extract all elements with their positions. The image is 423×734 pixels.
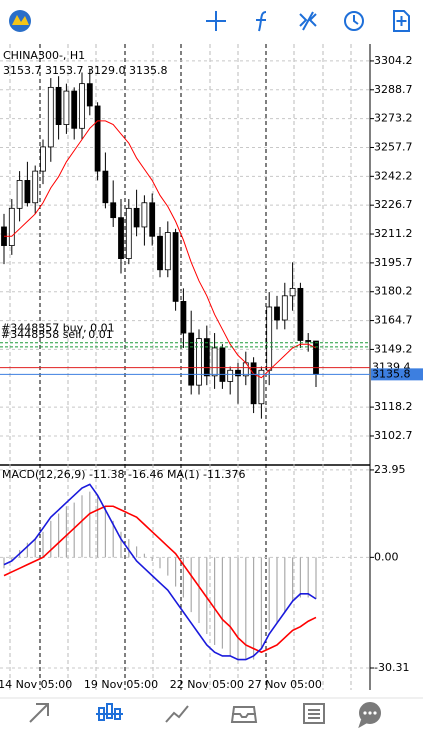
nav-chart[interactable]	[96, 703, 123, 721]
objects-button[interactable]	[299, 11, 317, 31]
candle-body	[32, 170, 39, 204]
bid-label: 3135.8	[372, 367, 411, 380]
candle-body	[24, 180, 31, 204]
candle-body	[63, 90, 70, 125]
order-label: #3448357 buy, 0.01	[1, 322, 115, 335]
y-tick-label: 3118.2	[374, 400, 413, 413]
candle-body	[188, 332, 195, 386]
candle-body	[196, 338, 202, 386]
candle-body	[164, 232, 171, 271]
y-tick-label: 3226.7	[374, 198, 413, 211]
candle-body	[102, 170, 109, 204]
ohlc-label: 3153.7 3153.7 3129.0 3135.8	[3, 64, 167, 77]
candle-body	[281, 295, 288, 321]
y-tick-label: 3149.2	[374, 342, 413, 355]
x-tick-label: 22 Nov 05:00	[170, 678, 244, 691]
y-tick-label: 23.95	[374, 463, 406, 476]
y-tick-label: -30.31	[374, 661, 409, 674]
timeframe-button[interactable]	[344, 11, 364, 31]
candle-body	[79, 83, 85, 129]
candle-body	[157, 235, 163, 271]
nav-trade[interactable]	[165, 705, 189, 723]
indicators-button[interactable]	[256, 11, 267, 32]
candle-body	[250, 362, 257, 405]
indicator-line	[4, 120, 317, 379]
candle-body	[203, 338, 210, 377]
candle-body	[180, 301, 187, 334]
nav-history[interactable]	[230, 706, 258, 723]
bid-tag	[371, 368, 423, 381]
candle-body	[110, 202, 117, 219]
candle-body	[94, 105, 101, 172]
y-tick-label: 3102.7	[374, 429, 413, 442]
x-tick-label: 14 Nov 05:00	[0, 678, 72, 691]
crosshair-button[interactable]	[206, 11, 226, 31]
candle-body	[71, 90, 78, 129]
nav-quotes[interactable]	[29, 703, 49, 723]
candle-body	[313, 340, 319, 375]
indicator-title: MACD(12,26,9) -11.38 -16.46 MA(1) -11.37…	[2, 468, 246, 481]
candle-body	[16, 180, 23, 209]
new-order-button[interactable]	[393, 10, 410, 32]
candle-body	[86, 83, 93, 107]
y-tick-label: 3180.2	[374, 285, 413, 298]
y-tick-label: 3211.2	[374, 227, 413, 240]
candle-body	[40, 146, 46, 172]
indicator-line	[3, 483, 317, 661]
plot: 3304.2 3288.7 3273.2 3257.7 3242.2 3226.7 3211…	[0, 54, 423, 691]
candle-body	[235, 369, 241, 377]
candle-body	[266, 306, 273, 371]
y-tick-label: 3242.2	[374, 169, 413, 182]
top-toolbar	[9, 10, 410, 32]
y-tick-label: 3195.7	[374, 256, 413, 269]
y-tick-label: 3257.7	[374, 140, 413, 153]
candle-body	[47, 86, 54, 148]
y-tick-label: 3304.2	[374, 54, 413, 67]
candle-body	[289, 287, 296, 297]
y-tick-label: 3288.7	[374, 83, 413, 96]
indicator-line	[3, 505, 317, 654]
candle-body	[55, 86, 62, 125]
candle-body	[125, 207, 132, 259]
candle-body	[274, 306, 280, 321]
symbol-label: CHINA300-, H1	[3, 49, 85, 62]
app-menu[interactable]	[9, 10, 31, 32]
candle-body	[133, 207, 140, 228]
candle-body	[219, 347, 226, 382]
candle-body	[297, 287, 304, 341]
candle-body	[149, 202, 156, 237]
candle-body	[211, 347, 218, 377]
logo-mark	[12, 15, 29, 25]
candle-body	[8, 207, 15, 246]
x-tick-label: 27 Nov 05:00	[248, 678, 322, 691]
candle-body	[141, 202, 148, 228]
order-label: #3448358 sell, 0.01	[1, 328, 113, 341]
candle-body	[172, 232, 179, 302]
x-tick-label: 19 Nov 05:00	[84, 678, 158, 691]
candle-body	[227, 369, 234, 382]
y-tick-label: 0.00	[374, 550, 399, 563]
candle-body	[118, 217, 124, 259]
y-tick-label: 3273.2	[374, 112, 413, 125]
nav-news[interactable]	[303, 703, 325, 724]
candle-body	[305, 340, 312, 342]
y-tick-label: 3164.7	[374, 314, 413, 327]
candle-body	[258, 369, 265, 405]
